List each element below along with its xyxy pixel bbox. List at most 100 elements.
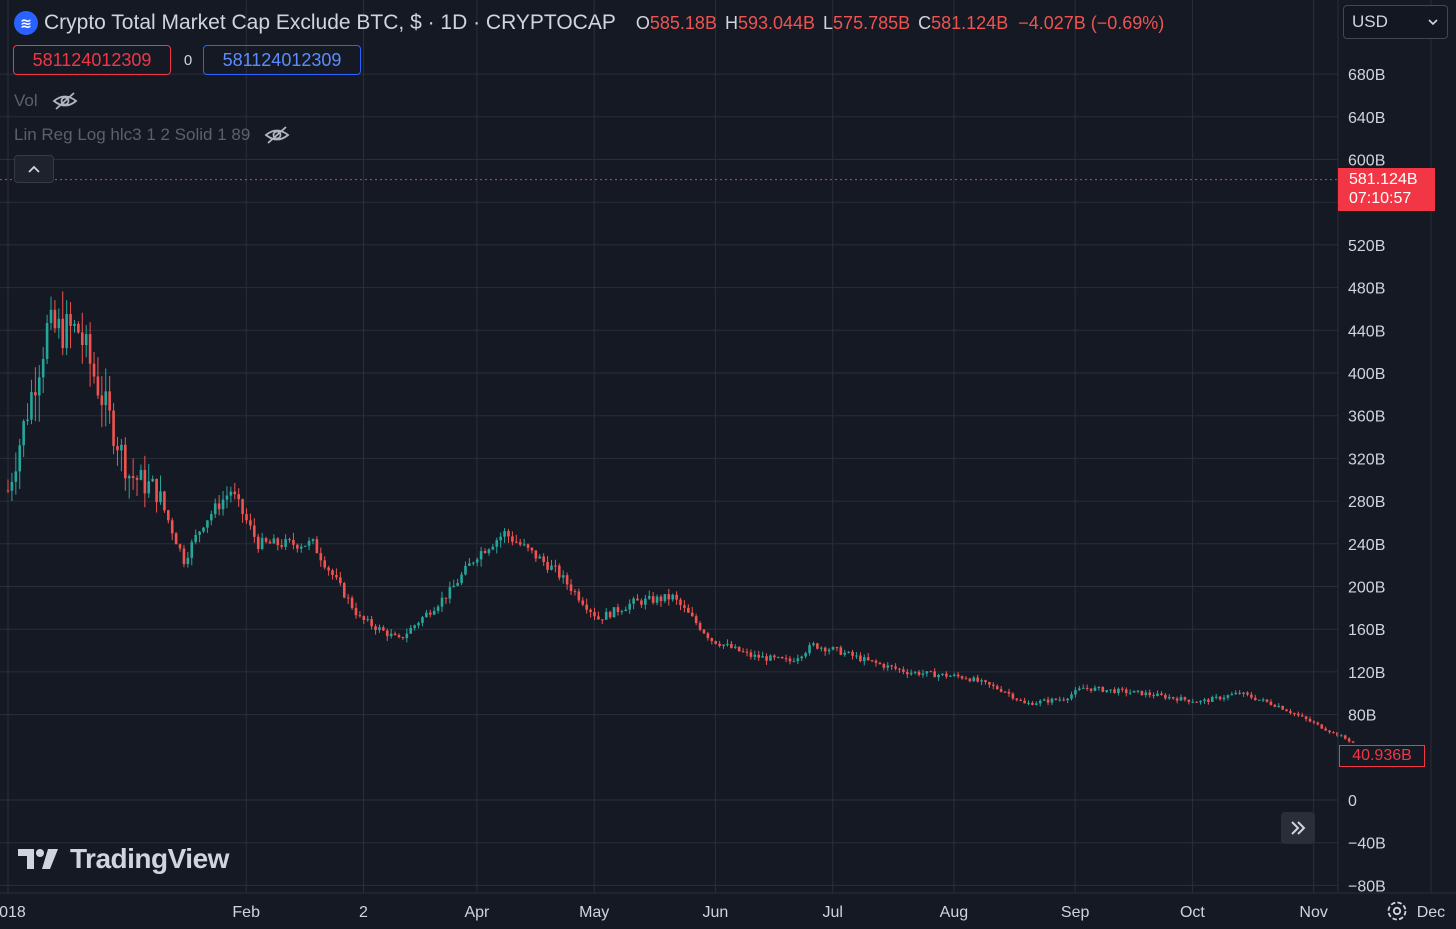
candle-body xyxy=(397,635,401,638)
candle-body xyxy=(835,647,839,649)
candle-body xyxy=(53,309,57,329)
scroll-to-realtime-button[interactable] xyxy=(1281,812,1315,844)
candle-body xyxy=(972,677,976,682)
candle-body xyxy=(886,665,890,668)
candle-body xyxy=(683,605,686,608)
price-tick-label: 640B xyxy=(1348,110,1385,127)
candle-body xyxy=(198,531,201,535)
time-axis[interactable]: 2018 Feb 2 Apr May Jun Jul Aug Sep Oct Nov Dec xyxy=(0,904,1445,921)
ohlc-values: O 585.18B H 593.044B L 575.785B C 581.124B −… xyxy=(628,13,1164,34)
candle-body xyxy=(878,662,882,665)
time-tick-label: Nov xyxy=(1299,904,1327,921)
candle-body xyxy=(362,616,366,620)
candle-body xyxy=(159,491,162,503)
candle-body xyxy=(694,616,698,624)
candle-body xyxy=(788,658,792,662)
candle-body xyxy=(913,671,917,673)
candle-body xyxy=(1003,691,1007,693)
candle-body xyxy=(1156,693,1159,697)
candle-body xyxy=(949,675,952,677)
legend-title[interactable]: ≋ Crypto Total Market Cap Exclude BTC, $… xyxy=(14,9,1164,37)
candle-body xyxy=(456,583,459,586)
open-value: 585.18B xyxy=(649,12,717,33)
candle-body xyxy=(471,562,475,564)
candle-body xyxy=(1007,691,1011,694)
candle-body xyxy=(428,612,432,615)
candle-body xyxy=(253,525,256,537)
candle-body xyxy=(780,656,784,659)
chevron-up-icon xyxy=(28,165,40,173)
candle-body xyxy=(335,575,338,578)
candle-body xyxy=(608,611,612,618)
candle-body xyxy=(796,658,800,662)
candle-body xyxy=(1246,692,1249,695)
order-buy-box[interactable]: 581124012309 xyxy=(203,45,361,75)
candle-body xyxy=(1062,699,1065,701)
candle-body xyxy=(167,510,170,521)
candle-body xyxy=(800,656,804,659)
candle-body xyxy=(616,607,620,612)
candle-body xyxy=(143,469,147,494)
settings-gear-icon[interactable] xyxy=(1383,897,1411,925)
candle-body xyxy=(530,547,534,551)
candle-body xyxy=(233,491,237,495)
candle-body xyxy=(894,666,897,669)
candle-body xyxy=(92,363,96,377)
candle-body xyxy=(284,539,287,547)
candle-body xyxy=(339,577,342,584)
time-tick-label: Aug xyxy=(940,904,968,921)
candle-body xyxy=(601,619,604,621)
tradingview-logo[interactable]: TradingView xyxy=(18,843,229,875)
candle-body xyxy=(1050,698,1054,703)
price-tick-label: 440B xyxy=(1348,323,1385,340)
candle-body xyxy=(589,609,592,612)
symbol-title[interactable]: Crypto Total Market Cap Exclude BTC, $ ·… xyxy=(44,11,616,34)
order-sell-box[interactable]: 581124012309 xyxy=(13,45,171,75)
candle-body xyxy=(1081,687,1085,689)
candle-body xyxy=(1031,702,1034,705)
currency-select[interactable]: USD xyxy=(1343,5,1448,39)
candle-body xyxy=(819,647,823,649)
candle-body xyxy=(202,527,205,532)
candle-body xyxy=(1269,701,1273,705)
candle-body xyxy=(280,545,283,547)
candle-body xyxy=(718,643,721,646)
candle-body xyxy=(1195,701,1198,703)
candle-body xyxy=(569,584,573,592)
price-axis[interactable]: 680B 640B 600B 520B 480B 440B 400B 360B 320B 280B… xyxy=(1348,67,1386,895)
candle-body xyxy=(902,669,905,673)
candle-body xyxy=(859,655,862,662)
eye-hidden-icon[interactable] xyxy=(52,91,78,111)
candle-body xyxy=(405,633,409,639)
candle-body xyxy=(331,570,334,576)
price-tick-label: −40B xyxy=(1348,836,1386,853)
candle-body xyxy=(851,651,854,656)
candle-body xyxy=(288,539,291,541)
indicator-volume[interactable]: Vol xyxy=(14,90,78,112)
candle-body xyxy=(225,495,229,500)
candle-body xyxy=(933,671,936,678)
candle-body xyxy=(550,565,553,570)
double-chevron-right-icon xyxy=(1291,821,1306,835)
candle-body xyxy=(464,565,467,575)
candle-body xyxy=(96,376,100,396)
candle-body xyxy=(984,680,987,683)
candle-body xyxy=(882,664,886,668)
candle-body xyxy=(210,514,213,521)
candle-body xyxy=(667,594,671,600)
candle-body xyxy=(1054,698,1058,700)
candle-body xyxy=(1214,696,1218,698)
indicator-linreg[interactable]: Lin Reg Log hlc3 1 2 Solid 1 89 xyxy=(14,124,290,146)
candle-body xyxy=(1226,695,1230,698)
candle-body xyxy=(389,633,393,637)
candle-body xyxy=(1210,697,1214,702)
candle-body xyxy=(245,514,248,521)
logo-wordmark: TradingView xyxy=(70,843,229,874)
eye-hidden-icon[interactable] xyxy=(264,125,290,145)
collapse-legend-button[interactable] xyxy=(14,155,54,183)
candle-body xyxy=(597,616,600,620)
candle-body xyxy=(491,546,495,550)
candle-body xyxy=(1070,694,1073,699)
